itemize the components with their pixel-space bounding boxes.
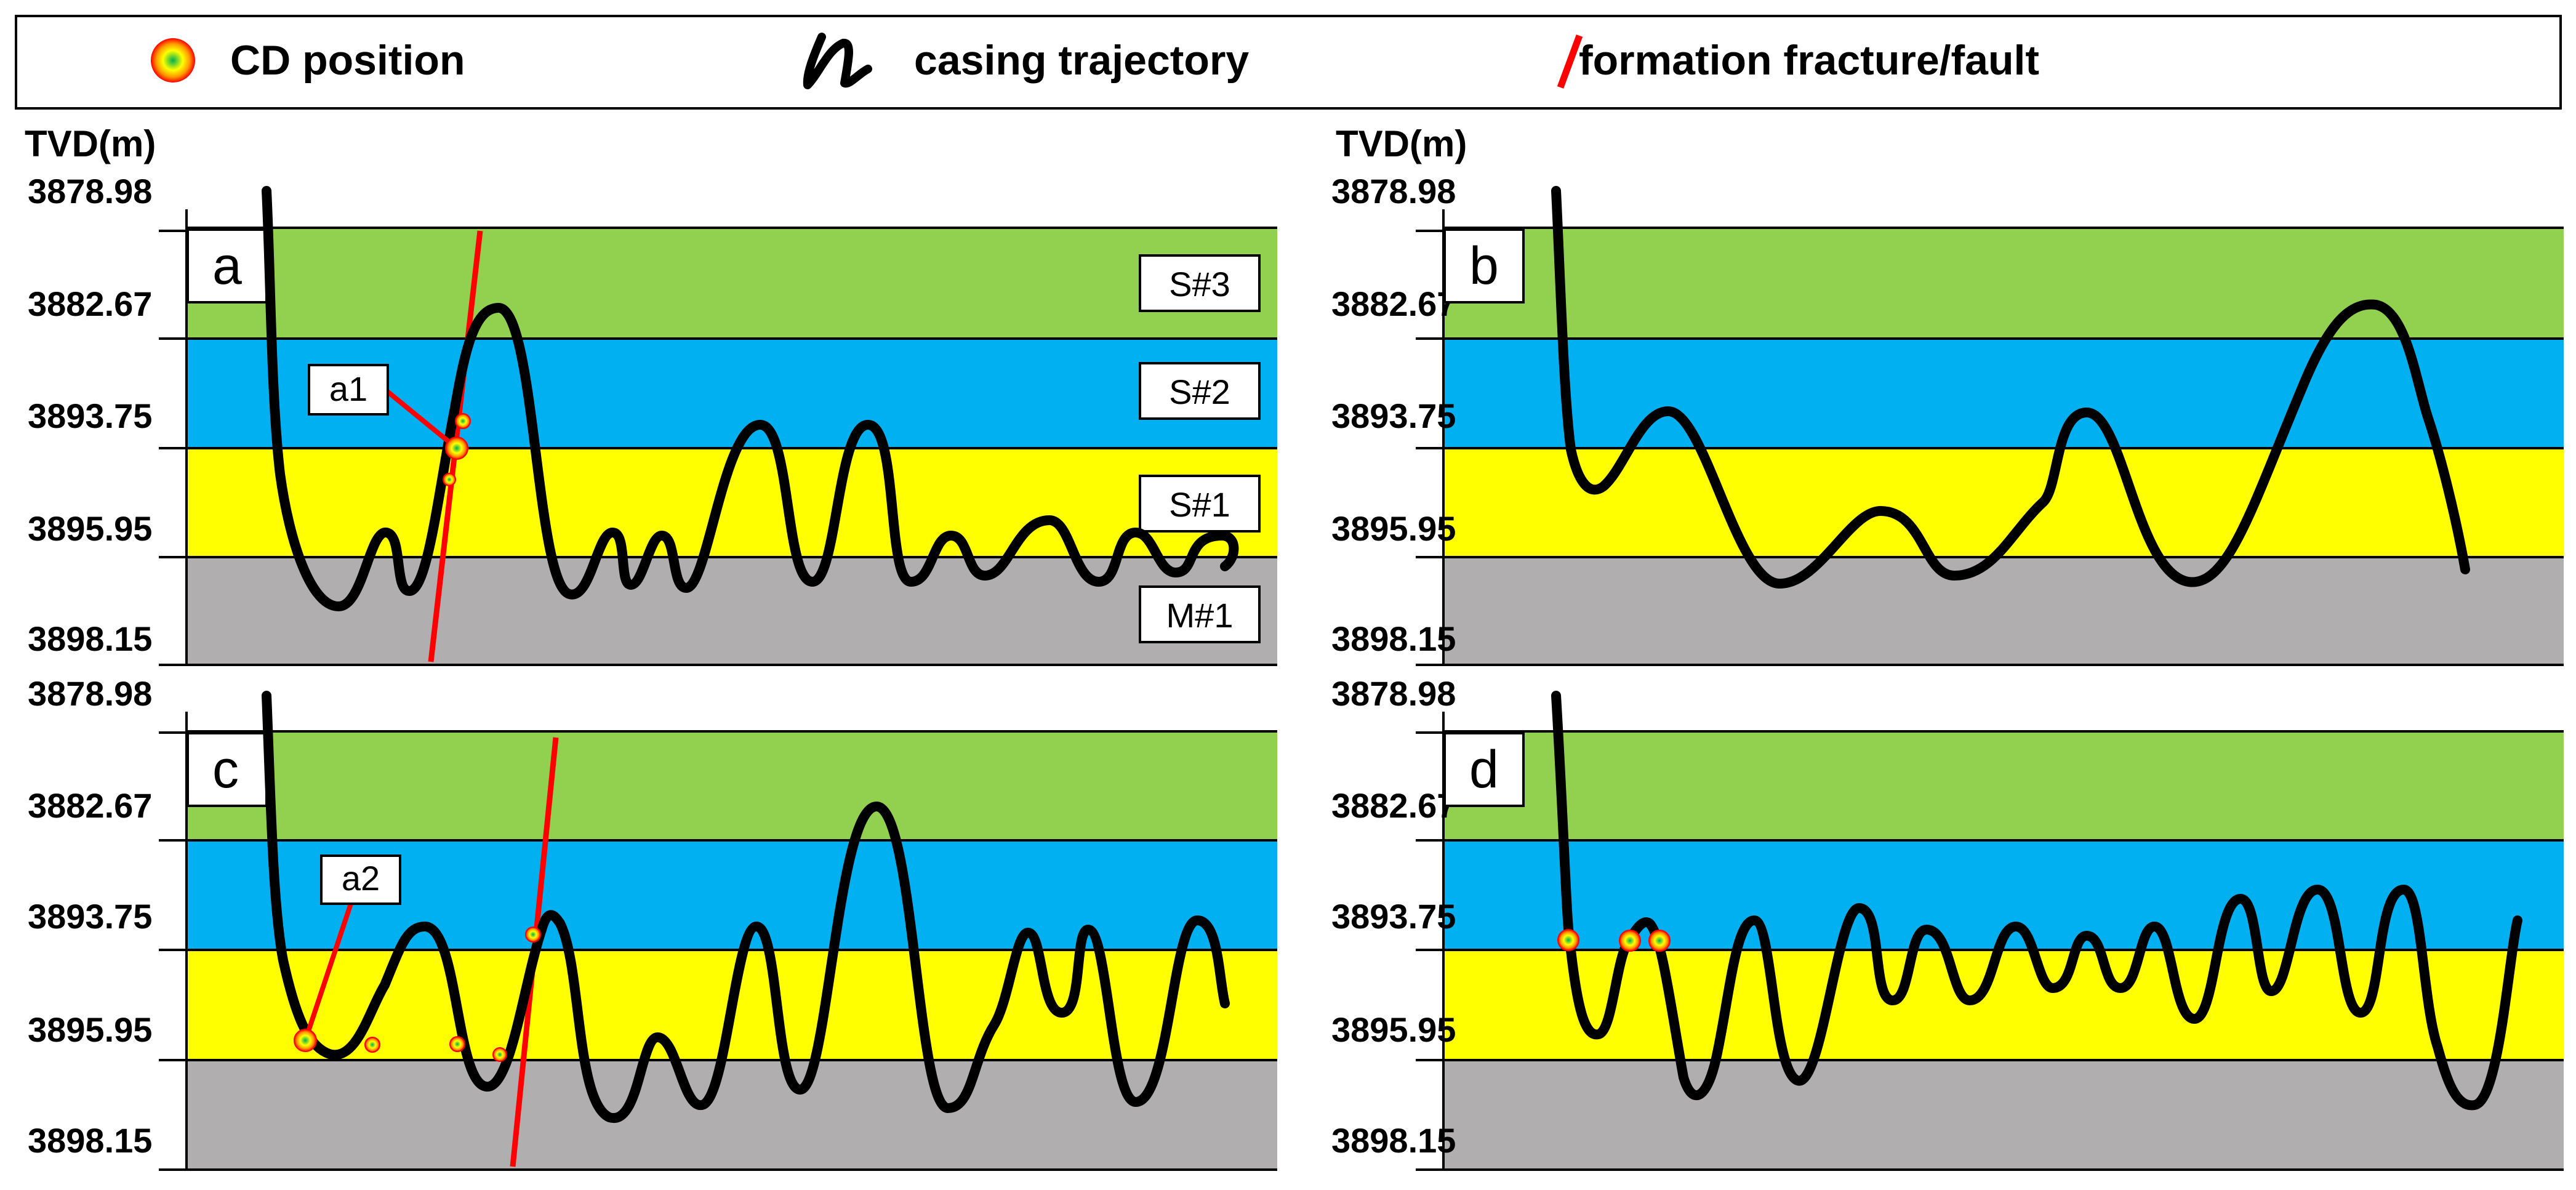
tick-label: 3882.67 — [1331, 786, 1456, 825]
cd-position-marker — [364, 1037, 380, 1053]
annotation-box: a2 — [320, 854, 401, 905]
tick-label: 3895.95 — [1331, 1010, 1456, 1049]
casing-trajectory-b — [1551, 186, 2470, 589]
panel-letter-box: c — [187, 732, 268, 807]
tick-label: 3898.15 — [1331, 619, 1456, 658]
layer-label: S#3 — [1169, 265, 1230, 304]
casing-trajectory-a — [262, 186, 1239, 611]
panel-b: 3878.98 3882.67 3893.75 3895.95 3898.15 b — [1331, 172, 2564, 666]
tick-label: 3878.98 — [1331, 674, 1456, 713]
panels: 3878.983882.673893.753895.953898.15a3878… — [28, 172, 2564, 1171]
tick-label: 3882.67 — [28, 786, 152, 825]
fault-icon — [1557, 34, 1583, 89]
casing-trajectory-c — [262, 691, 1230, 1123]
cd-position-marker — [525, 927, 541, 943]
layer-band-m1 — [187, 1060, 1277, 1170]
legend-casing-label: casing trajectory — [914, 37, 1249, 84]
annotation-label: a2 — [342, 859, 380, 898]
cd-position-marker — [492, 1047, 507, 1062]
annotation-box: a1 — [308, 364, 389, 416]
legend-fault-label: formation fracture/fault — [1579, 37, 2039, 84]
panel-d: 3878.98 3882.67 3893.75 3895.95 3898.15 d — [1331, 674, 2564, 1171]
tick-label: 3878.98 — [1331, 172, 1456, 211]
legend: CD position casing trajectory formation … — [15, 15, 2562, 110]
tick-label: 3898.15 — [28, 1121, 152, 1160]
cd-position-marker — [1619, 930, 1641, 952]
cd-position-marker — [294, 1029, 317, 1052]
layer-band-m1 — [1443, 1060, 2564, 1170]
tick-label: 3895.95 — [28, 509, 152, 548]
axis-label-top-left: TVD(m) — [25, 123, 156, 164]
layer-band-s2 — [1443, 339, 2564, 448]
layer-band-m1 — [1443, 557, 2564, 665]
tick-label: 3898.15 — [1331, 1121, 1456, 1160]
layer-label-box: S#1 — [1139, 475, 1261, 533]
cd-position-marker — [445, 436, 468, 460]
tick-label: 3895.95 — [1331, 509, 1456, 548]
layer-band-s3 — [187, 731, 1277, 840]
cd-position-icon — [151, 38, 195, 82]
layer-label-box: S#2 — [1139, 362, 1261, 420]
legend-cd-label: CD position — [230, 37, 465, 84]
layer-band-s3 — [1443, 731, 2564, 840]
annotation-leader — [303, 903, 353, 1042]
layer-label: S#1 — [1169, 485, 1230, 524]
panel-letter: d — [1469, 740, 1499, 799]
axis-label-top-right: TVD(m) — [1336, 123, 1467, 164]
layer-band-s1 — [1443, 448, 2564, 557]
cd-position-marker — [449, 1036, 465, 1052]
tick-label: 3878.98 — [28, 172, 152, 211]
panel-a: 3878.98 3882.67 3893.75 3895.95 3898.15 a — [28, 172, 1277, 666]
layer-label-box: S#3 — [1139, 254, 1261, 312]
tick-label: 3893.75 — [28, 396, 152, 435]
layer-band-s3 — [187, 228, 1277, 339]
tick-label: 3893.75 — [28, 897, 152, 936]
panel-letter-box: d — [1443, 732, 1525, 807]
tick-label: 3878.98 — [28, 674, 152, 713]
layer-band-s3 — [1443, 228, 2564, 339]
layer-label: S#2 — [1169, 372, 1230, 411]
panel-letter: a — [212, 236, 242, 295]
tick-label: 3882.67 — [1331, 284, 1456, 323]
casing-trajectory-d — [1551, 691, 2522, 1111]
layer-label-box: M#1 — [1139, 585, 1261, 643]
cd-position-marker — [443, 473, 456, 486]
panel-letter-box: b — [1443, 228, 1525, 304]
layer-label: M#1 — [1166, 596, 1234, 635]
cd-position-marker — [1648, 930, 1671, 952]
tick-label: 3893.75 — [1331, 396, 1456, 435]
tick-label: 3898.15 — [28, 619, 152, 658]
tick-label: 3882.67 — [28, 284, 152, 323]
cd-position-marker — [455, 413, 471, 429]
tick-label: 3893.75 — [1331, 897, 1456, 936]
cd-position-marker — [1557, 929, 1579, 951]
legend-box — [15, 15, 2562, 110]
layer-band-m1 — [187, 557, 1277, 665]
casing-trajectory-icon — [803, 33, 872, 89]
tick-label: 3895.95 — [28, 1010, 152, 1049]
panel-letter: c — [212, 740, 239, 799]
panel-letter: b — [1469, 236, 1499, 295]
panel-letter-box: a — [187, 228, 268, 304]
annotation-label: a1 — [329, 369, 367, 408]
panel-c: 3878.98 3882.67 3893.75 3895.95 3898.15 c — [28, 674, 1277, 1171]
